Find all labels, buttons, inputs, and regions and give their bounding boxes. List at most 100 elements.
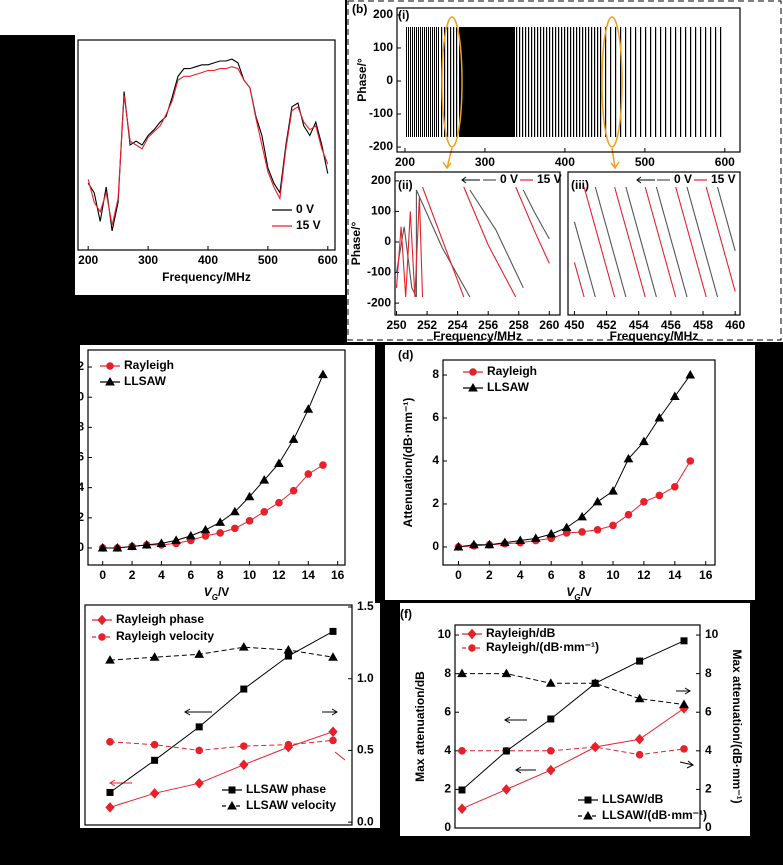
y-tick-label: 12 xyxy=(71,359,85,373)
marker xyxy=(195,723,203,731)
x-tick-label: 2 xyxy=(486,568,493,582)
legend-label: 0 V xyxy=(674,172,692,186)
x-tick-label: 200 xyxy=(78,253,98,267)
marker xyxy=(274,458,284,468)
y-tick-label: 8 xyxy=(444,666,451,680)
x-axis-label-part: /V xyxy=(218,585,229,599)
legend-label: 15 V xyxy=(296,218,321,232)
legend-label: LLSAW phase xyxy=(246,782,326,796)
y-tick-label: 0 xyxy=(444,820,451,834)
marker xyxy=(624,510,633,519)
plot-frame xyxy=(567,171,741,316)
y-tick-label: 8 xyxy=(705,666,712,680)
y2-axis-label: Max attenuation/(dB·mm⁻¹) xyxy=(730,649,744,803)
y-tick-label: -200 xyxy=(369,139,393,153)
x-tick-label: 458 xyxy=(693,318,713,332)
legend-label: 0 V xyxy=(296,202,314,216)
legend-label: LLSAW/(dB·mm⁻¹) xyxy=(602,808,707,822)
y-tick-label: 2 xyxy=(444,782,451,796)
series-line xyxy=(461,640,685,791)
marker xyxy=(105,655,115,664)
series-line xyxy=(573,186,736,298)
y2-axis-label: Max Δv·v₀⁻¹/% xyxy=(382,674,396,757)
x-axis-label-part: G xyxy=(574,593,580,602)
x-tick-label: 200 xyxy=(395,155,415,169)
marker xyxy=(591,743,600,751)
x-tick-label: 14 xyxy=(302,568,316,582)
marker xyxy=(329,627,337,635)
y-tick-label: 100 xyxy=(373,40,393,54)
marker xyxy=(686,457,695,465)
y-tick-label: 10 xyxy=(438,627,452,641)
marker xyxy=(501,668,512,678)
marker xyxy=(141,539,152,549)
legend-marker xyxy=(468,382,478,392)
marker xyxy=(639,436,649,446)
y-tick-label: 4 xyxy=(444,743,451,757)
series-line xyxy=(87,66,329,226)
x-tick-label: 400 xyxy=(198,253,218,267)
x-tick-label: 2 xyxy=(129,568,136,582)
panel xyxy=(400,603,750,836)
marker xyxy=(318,369,328,379)
marker xyxy=(150,740,159,749)
x-tick-label: 250 xyxy=(100,828,120,842)
marker xyxy=(654,413,665,422)
marker xyxy=(303,404,314,413)
marker xyxy=(127,541,137,550)
y-axis-label: Phase/° xyxy=(355,58,369,102)
marker xyxy=(284,652,292,660)
legend-marker xyxy=(227,800,237,810)
legend-marker xyxy=(583,810,593,820)
x-tick-label: 0 xyxy=(99,568,106,582)
marker xyxy=(671,482,679,491)
y-tick-label: 2 xyxy=(705,782,712,796)
marker xyxy=(149,788,160,799)
marker xyxy=(634,693,645,703)
marker xyxy=(259,475,270,484)
marker xyxy=(238,642,249,651)
x-tick-label: 750 xyxy=(189,828,209,842)
x-tick-label: 10 xyxy=(243,568,257,582)
x-tick-label: 8 xyxy=(217,568,224,582)
marker xyxy=(578,528,586,536)
x-tick-label: 1 000 xyxy=(229,828,259,842)
marker xyxy=(284,740,293,749)
plot-frame xyxy=(77,39,336,251)
legend-label: Rayleigh phase xyxy=(116,612,204,626)
panel-label: (f) xyxy=(400,607,412,621)
marker xyxy=(457,668,467,678)
x-axis-label-part: G xyxy=(212,593,218,602)
plot-frame xyxy=(394,171,561,316)
panel-label: (d) xyxy=(398,348,413,362)
marker xyxy=(201,532,210,540)
marker xyxy=(545,678,556,687)
legend-marker xyxy=(467,628,477,640)
marker xyxy=(231,524,239,533)
x-tick-label: 456 xyxy=(661,318,681,332)
marker xyxy=(288,434,299,443)
legend-marker xyxy=(97,614,107,626)
x-tick-label: 500 xyxy=(635,155,655,169)
marker xyxy=(680,637,688,645)
y-tick-label: 4 xyxy=(705,743,712,757)
y-tick-label: 0 xyxy=(384,234,391,248)
marker xyxy=(458,786,466,794)
legend-marker xyxy=(584,796,592,804)
x-axis-label: VG/V xyxy=(204,585,230,601)
legend-marker xyxy=(98,633,106,641)
y-tick-label: 10 xyxy=(705,627,719,641)
y-tick-label: 2 xyxy=(432,496,439,510)
x-tick-label: 254 xyxy=(448,318,468,332)
series-line xyxy=(462,746,685,756)
x-tick-label: 460 xyxy=(725,318,745,332)
y-tick-label: 2 xyxy=(77,510,84,524)
y-tick-label: 6 xyxy=(432,410,439,424)
phase-trace xyxy=(405,27,725,137)
series-line xyxy=(461,707,685,810)
marker xyxy=(194,777,204,789)
y-tick-label: 0 xyxy=(705,820,712,834)
marker xyxy=(609,521,617,530)
y-tick-label: 4 xyxy=(77,480,84,494)
x-tick-label: 600 xyxy=(318,253,338,267)
